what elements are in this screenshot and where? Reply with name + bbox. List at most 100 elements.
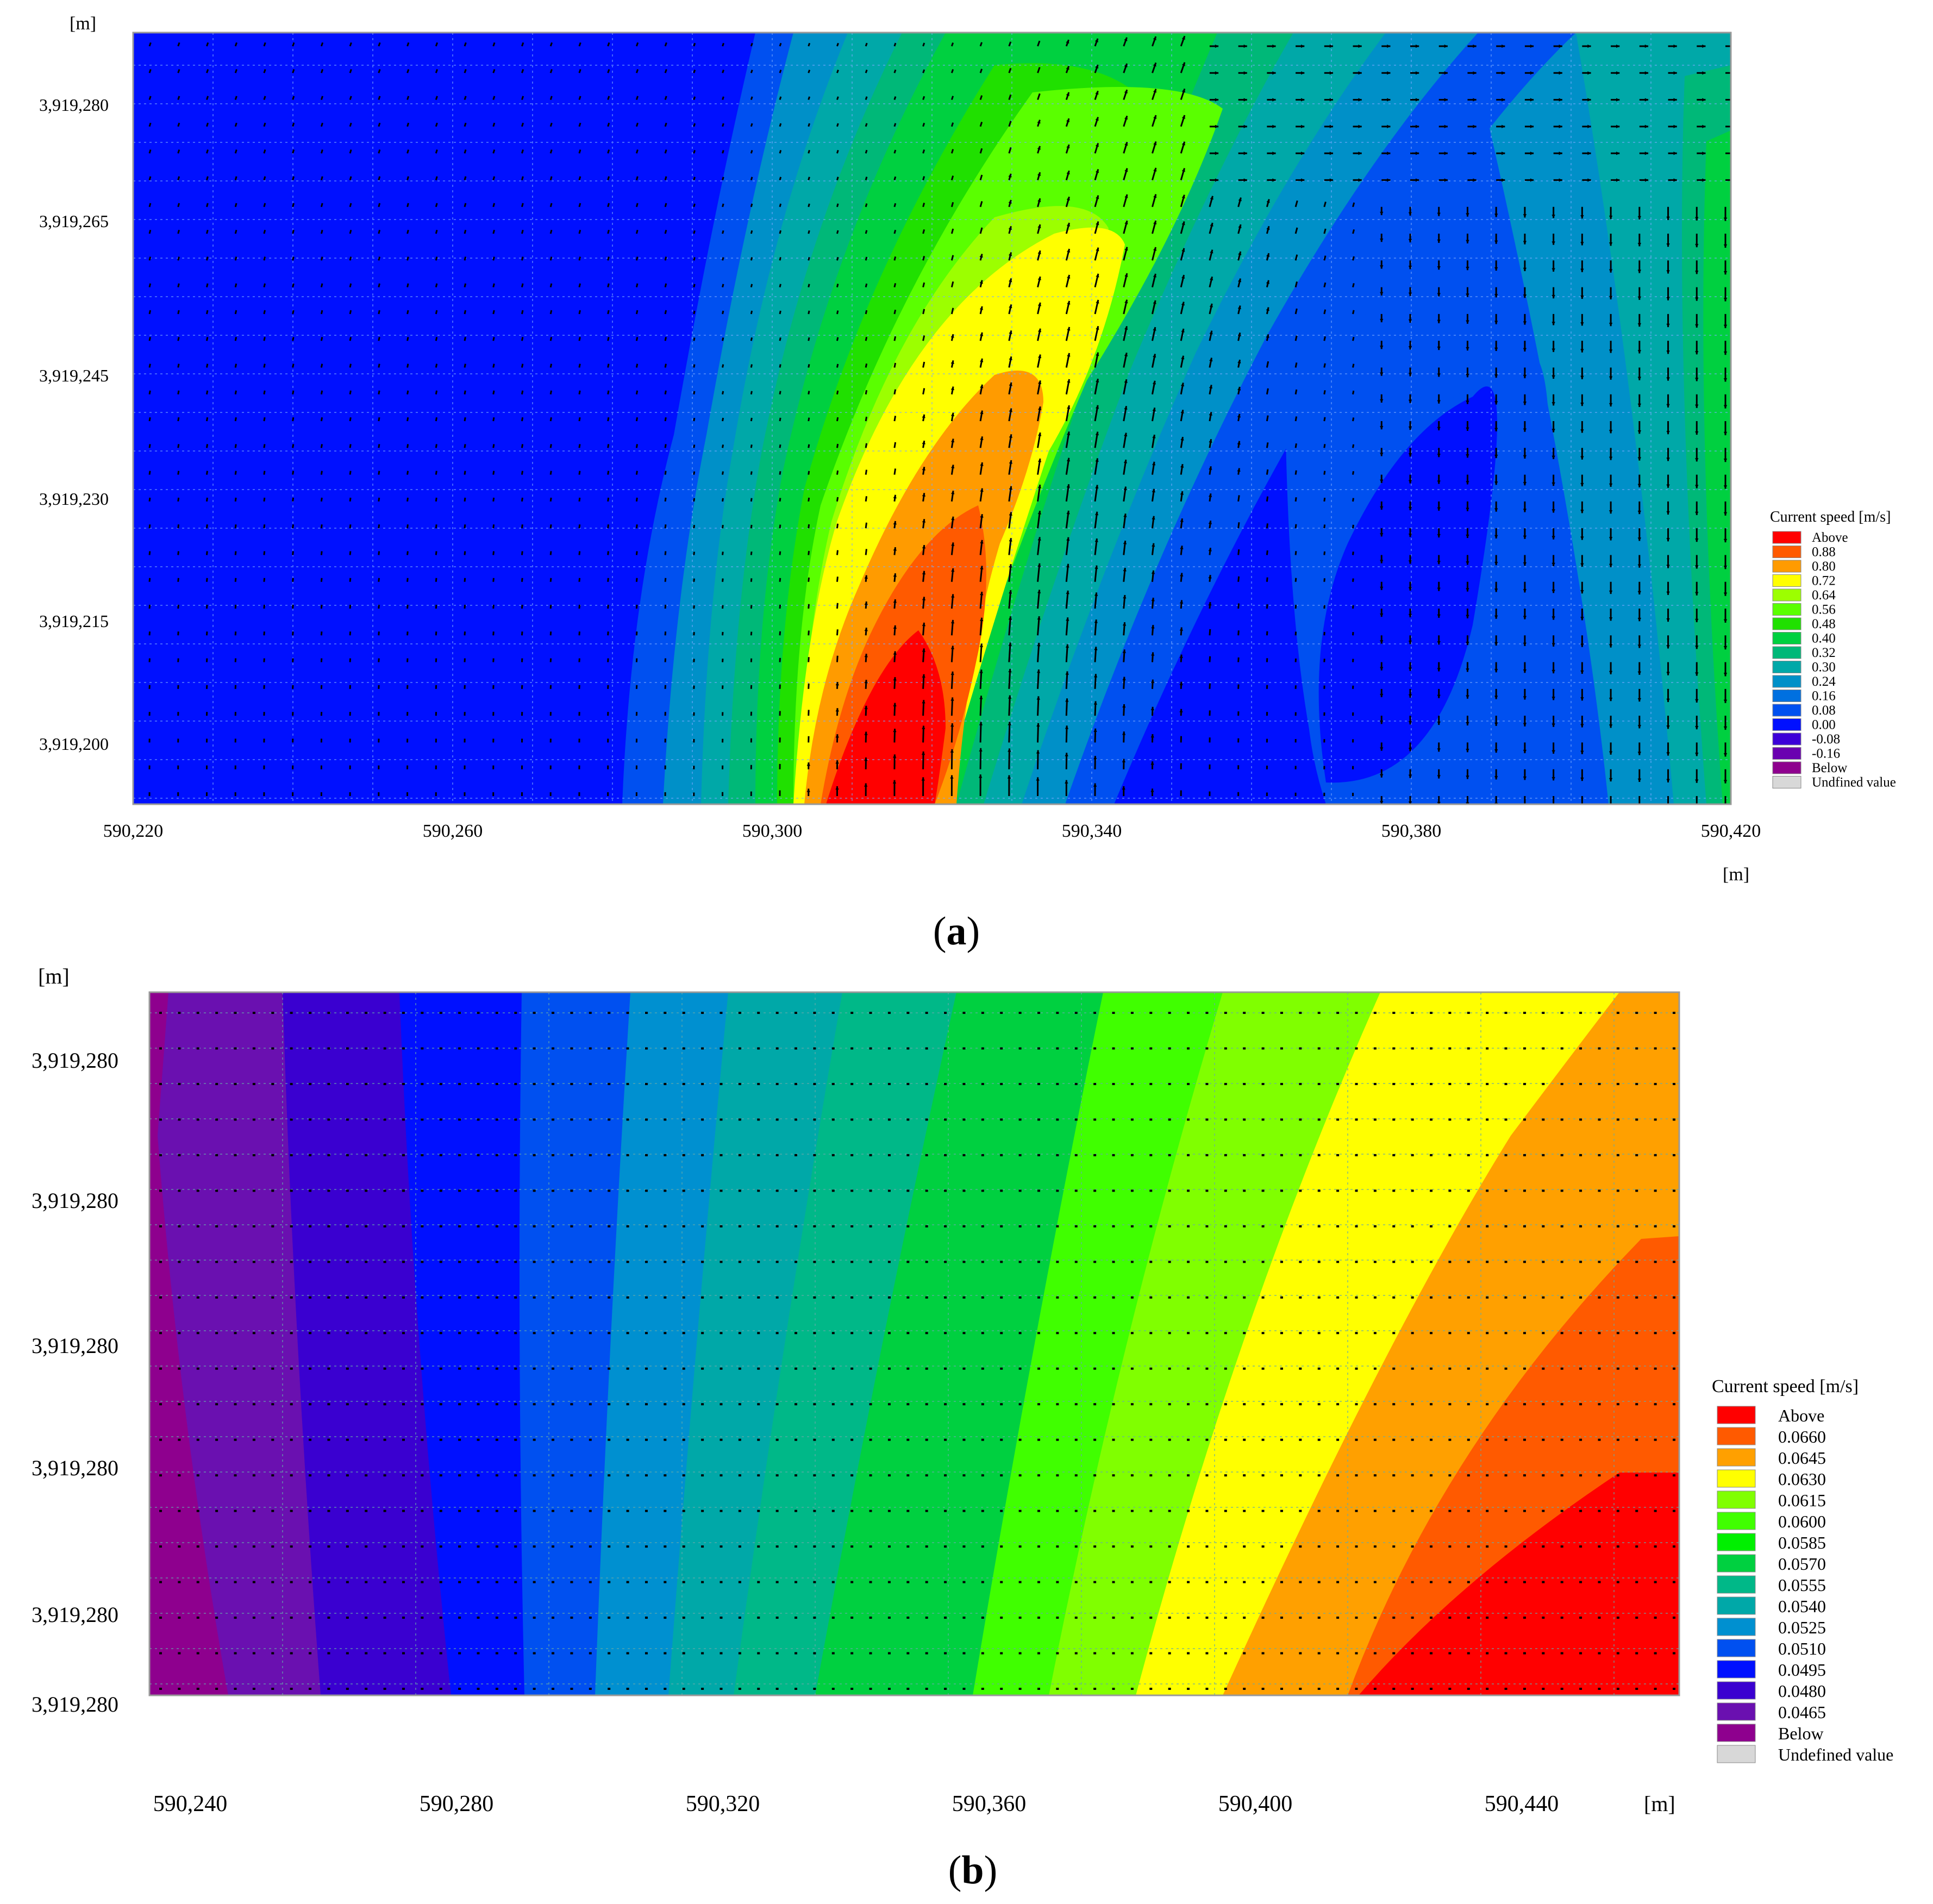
vector-dot [1037,1012,1040,1014]
vector-dot [1579,1047,1582,1050]
vector-arrow-head [1609,778,1613,782]
vector-dot [234,1617,237,1619]
vector-dot [1243,1261,1246,1263]
vector-arrow [750,337,753,341]
legend-label: 0.0660 [1778,1427,1826,1446]
vector-dot [1336,1617,1340,1619]
vector-arrow [750,578,753,582]
vector-dot [1448,1367,1452,1370]
vector-dot [1523,1367,1526,1370]
vector-dot [1243,1082,1246,1085]
vector-dot [383,1581,386,1583]
vector-dot [626,1189,629,1192]
vector-arrow [549,42,553,47]
vector-dot [869,1332,872,1335]
vector-arrow-head [1702,98,1706,102]
vector-arrow [607,524,610,529]
vector-dot [1243,1332,1246,1335]
vector-arrow [148,203,152,208]
vector-arrow-head [1502,71,1505,75]
vector-dot [365,1118,368,1121]
vector-arrow-head [1096,379,1099,383]
vector-dot [365,1047,368,1050]
vector-arrow-head [1552,402,1555,406]
vector-arrow-head [1695,699,1699,703]
vector-dot [552,1545,555,1548]
x-tick-label: 590,440 [1485,1792,1559,1817]
vector-dot [1093,1154,1097,1156]
vector-dot [645,1438,648,1441]
vector-arrow-head [1637,216,1641,220]
vector-dot [234,1403,237,1406]
vector-dot [1598,1012,1601,1014]
vector-arrow [1008,147,1012,154]
vector-arrow-head [1637,350,1641,354]
legend-label: 0.0480 [1778,1681,1826,1701]
vector-arrow-head [1272,151,1276,155]
vector-dot [887,1225,891,1227]
vector-arrow [607,203,610,208]
vector-dot [738,1332,741,1335]
vector-dot [552,1403,555,1406]
vector-dot [533,1047,536,1050]
vector-dot [1616,1403,1619,1406]
vector-dot [477,1510,480,1512]
vector-dot [196,1047,199,1050]
vector-arrow-head [1695,672,1699,676]
vector-dot [831,1510,835,1512]
vector-dot [570,1367,573,1370]
vector-dot [869,1082,872,1085]
vector-dot [1261,1261,1265,1263]
vector-arrow-head [1494,535,1498,538]
vector-dot [1000,1617,1003,1619]
vector-dot [1243,1012,1246,1014]
vector-arrow-head [1637,564,1641,568]
vector-dot [664,1261,667,1263]
vector-arrow [635,176,639,180]
vector-dot [1224,1082,1227,1085]
vector-dot [1018,1510,1022,1512]
vector-dot [271,1688,274,1690]
vector-dot [1523,1617,1526,1619]
vector-dot [402,1189,405,1192]
vector-dot [1037,1154,1040,1156]
vector-dot [402,1296,405,1299]
legend-swatch [1772,546,1801,558]
vector-dot [1336,1652,1340,1655]
vector-dot [1168,1652,1171,1655]
vector-dot [1224,1118,1227,1121]
vector-arrow [148,417,151,422]
vector-dot [402,1403,405,1406]
vector-arrow-head [951,594,955,598]
vector-arrow [206,122,209,127]
vector-dot [1130,1510,1134,1512]
vector-arrow [578,283,581,287]
vector-dot [682,1581,685,1583]
vector-arrow-head [1437,668,1441,672]
vector-arrow [492,578,495,582]
vector-dot [1504,1652,1507,1655]
vector-arrow-head [1580,429,1584,433]
vector-dot [720,1012,723,1014]
vector-dot [215,1367,218,1370]
vector-arrow-head [893,729,897,732]
vector-dot [1486,1403,1489,1406]
vector-dot [1430,1438,1433,1441]
vector-dot [962,1474,966,1477]
vector-dot [664,1082,667,1085]
vector-arrow-head [1609,269,1613,273]
vector-dot [1074,1118,1078,1121]
vector-arrow-head [1523,295,1527,298]
vector-dot [1056,1652,1059,1655]
vector-dot [1112,1082,1115,1085]
vector-dot [645,1012,648,1014]
vector-dot [664,1047,667,1050]
vector-dot [738,1047,741,1050]
vector-dot [682,1438,685,1441]
vector-dot [383,1367,386,1370]
vector-dot [775,1652,779,1655]
vector-arrow-head [979,306,983,310]
vector-dot [1130,1118,1134,1121]
vector-dot [1018,1438,1022,1441]
vector-dot [981,1296,984,1299]
